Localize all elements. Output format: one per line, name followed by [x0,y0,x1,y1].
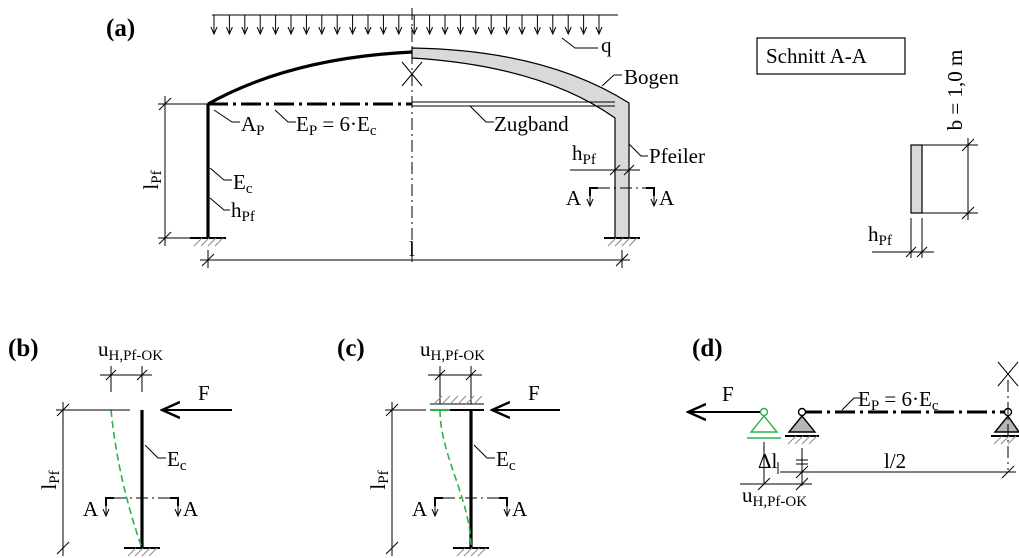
section-title: Schnitt A-A [766,44,868,68]
section-label-right-c: A [512,497,528,521]
section-label-left-b: A [83,497,99,521]
panel-a: (a) q [106,8,705,268]
pier-label: Pfeiler [649,144,705,168]
section-a-a: Schnitt A-A b = 1,0 m hPf [756,37,978,258]
load-leader [561,37,598,49]
stiffness-label-b: Ec [167,447,187,474]
pier-thickness-right-label: hPf [572,141,596,168]
arch-leader [601,74,622,87]
deformed-pier-c [439,409,472,549]
force-label-b: F [198,381,210,405]
arch-label: Bogen [624,65,679,89]
displacement-label-d: uH,Pf-OK [742,483,807,510]
tie-stiffness-label-d: EP = 6·Ec [858,387,939,414]
height-label-b: lPf [37,470,63,489]
panel-d: (d) EP = 6·Ec F [688,335,1019,510]
stiffness-leader-c [473,444,495,459]
tie-area-leader [213,109,240,123]
span-dimension [200,250,630,268]
tie-leader [469,105,494,123]
distributed-load-q [212,14,618,34]
tie-stiffness-leader-d [841,397,862,411]
guide-hatch-c [433,395,483,405]
support-b [124,547,160,557]
section-mark-b [106,497,178,516]
arch-right-half-and-pier [411,47,630,239]
section-mark-label-left: A [566,186,582,210]
support-left-d [785,407,819,445]
displacement-label-c: uH,Pf-OK [420,337,485,364]
panel-c: (c) uH,Pf-OK F Ec lPf A [337,335,560,557]
pier-thickness-leader [209,197,230,211]
section-title-box [756,37,906,75]
pier-stiffness-label: Ec [233,170,253,197]
tie-area-label: AP [241,112,265,139]
section-mark-label-right: A [659,186,675,210]
panel-label-b: (b) [8,335,39,362]
tie-stiffness-leader [274,109,296,123]
half-span-label: l/2 [884,449,906,473]
section-mark-c [435,497,507,516]
panel-label-c: (c) [337,335,365,362]
pier-leader [628,143,648,157]
section-shape [910,144,923,214]
pier-stiffness-leader [209,167,232,181]
panel-label-d: (d) [692,335,723,362]
load-label: q [601,33,612,57]
support-right-d [991,407,1019,445]
displacement-label-b: uH,Pf-OK [98,337,163,364]
deformed-pier-b [110,409,143,549]
section-width-label: b = 1,0 m [943,50,967,131]
support-right [604,237,640,247]
symmetry-symbol [401,61,423,87]
panel-b: (b) uH,Pf-OK F Ec lPf A A [8,335,232,557]
support-c [453,547,489,557]
pier-thickness-label: hPf [231,198,255,225]
symmetry-symbol-d [997,361,1019,387]
tie-label: Zugband [494,112,569,136]
section-label-right-b: A [183,497,199,521]
section-mark-a-a [590,187,654,206]
elongation-label: Δl [758,449,778,473]
arch-left-half [207,50,413,106]
section-label-left-c: A [412,497,428,521]
stiffness-leader-b [144,444,166,459]
force-label-d: F [722,382,734,406]
support-left [190,237,226,247]
panel-label-a: (a) [106,15,135,42]
pier-height-label: lPf [139,170,165,189]
tie-stiffness-label: EP = 6·Ec [296,112,377,139]
height-label-c: lPf [366,470,392,489]
support-displaced-d [747,407,781,439]
section-thickness-label: hPf [868,222,892,249]
pier-height-dimension [158,96,208,246]
span-label: l [409,237,415,261]
force-label-c: F [528,381,540,405]
stiffness-label-c: Ec [496,447,516,474]
